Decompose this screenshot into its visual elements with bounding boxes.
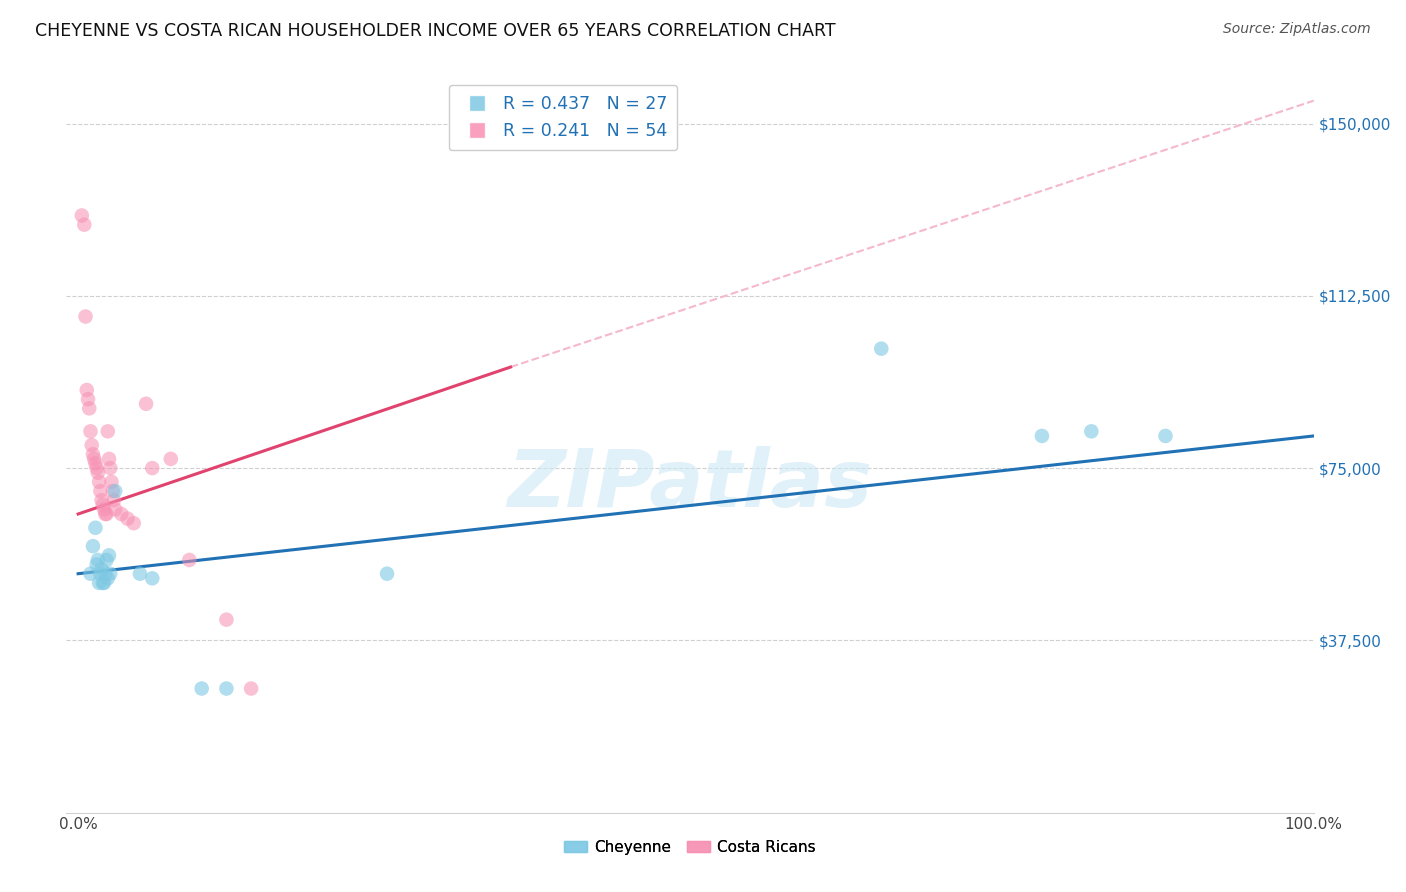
Text: Source: ZipAtlas.com: Source: ZipAtlas.com — [1223, 22, 1371, 37]
Point — [96, 507, 118, 521]
Point — [86, 558, 108, 572]
Point — [240, 681, 263, 696]
Point — [122, 516, 145, 531]
Point — [84, 521, 107, 535]
Point — [91, 575, 114, 590]
Point — [215, 613, 238, 627]
Point — [1080, 425, 1102, 439]
Point — [1031, 429, 1053, 443]
Point — [98, 549, 121, 563]
Point — [129, 566, 152, 581]
Point — [90, 562, 112, 576]
Point — [98, 451, 121, 466]
Point — [84, 457, 107, 471]
Point — [77, 401, 100, 416]
Point — [98, 566, 121, 581]
Point — [117, 511, 139, 525]
Point — [94, 566, 117, 581]
Point — [75, 310, 97, 324]
Point — [375, 566, 398, 581]
Point — [91, 498, 114, 512]
Point — [82, 447, 104, 461]
Point — [89, 566, 111, 581]
Point — [179, 553, 201, 567]
Point — [110, 507, 132, 521]
Point — [98, 461, 121, 475]
Point — [100, 475, 122, 489]
Point — [870, 342, 893, 356]
Point — [93, 502, 115, 516]
Point — [76, 383, 98, 397]
Point — [190, 681, 212, 696]
Point — [141, 461, 163, 475]
Point — [87, 466, 110, 480]
Point — [70, 209, 93, 223]
Point — [80, 438, 103, 452]
Legend: Cheyenne, Costa Ricans: Cheyenne, Costa Ricans — [558, 833, 823, 861]
Point — [89, 575, 111, 590]
Point — [97, 425, 120, 439]
Point — [104, 484, 127, 499]
Point — [73, 218, 96, 232]
Point — [97, 571, 120, 585]
Point — [101, 484, 124, 499]
Point — [1154, 429, 1177, 443]
Point — [83, 451, 105, 466]
Point — [96, 553, 118, 567]
Point — [94, 507, 117, 521]
Point — [77, 392, 100, 407]
Point — [79, 566, 101, 581]
Point — [135, 397, 157, 411]
Point — [89, 484, 111, 499]
Text: ZIPatlas: ZIPatlas — [508, 446, 872, 524]
Point — [90, 493, 112, 508]
Point — [89, 475, 111, 489]
Point — [103, 493, 125, 508]
Point — [79, 425, 101, 439]
Point — [159, 451, 181, 466]
Point — [87, 553, 110, 567]
Point — [82, 539, 104, 553]
Text: CHEYENNE VS COSTA RICAN HOUSEHOLDER INCOME OVER 65 YEARS CORRELATION CHART: CHEYENNE VS COSTA RICAN HOUSEHOLDER INCO… — [35, 22, 835, 40]
Point — [86, 461, 108, 475]
Point — [215, 681, 238, 696]
Point — [104, 502, 127, 516]
Point — [93, 575, 115, 590]
Point — [141, 571, 163, 585]
